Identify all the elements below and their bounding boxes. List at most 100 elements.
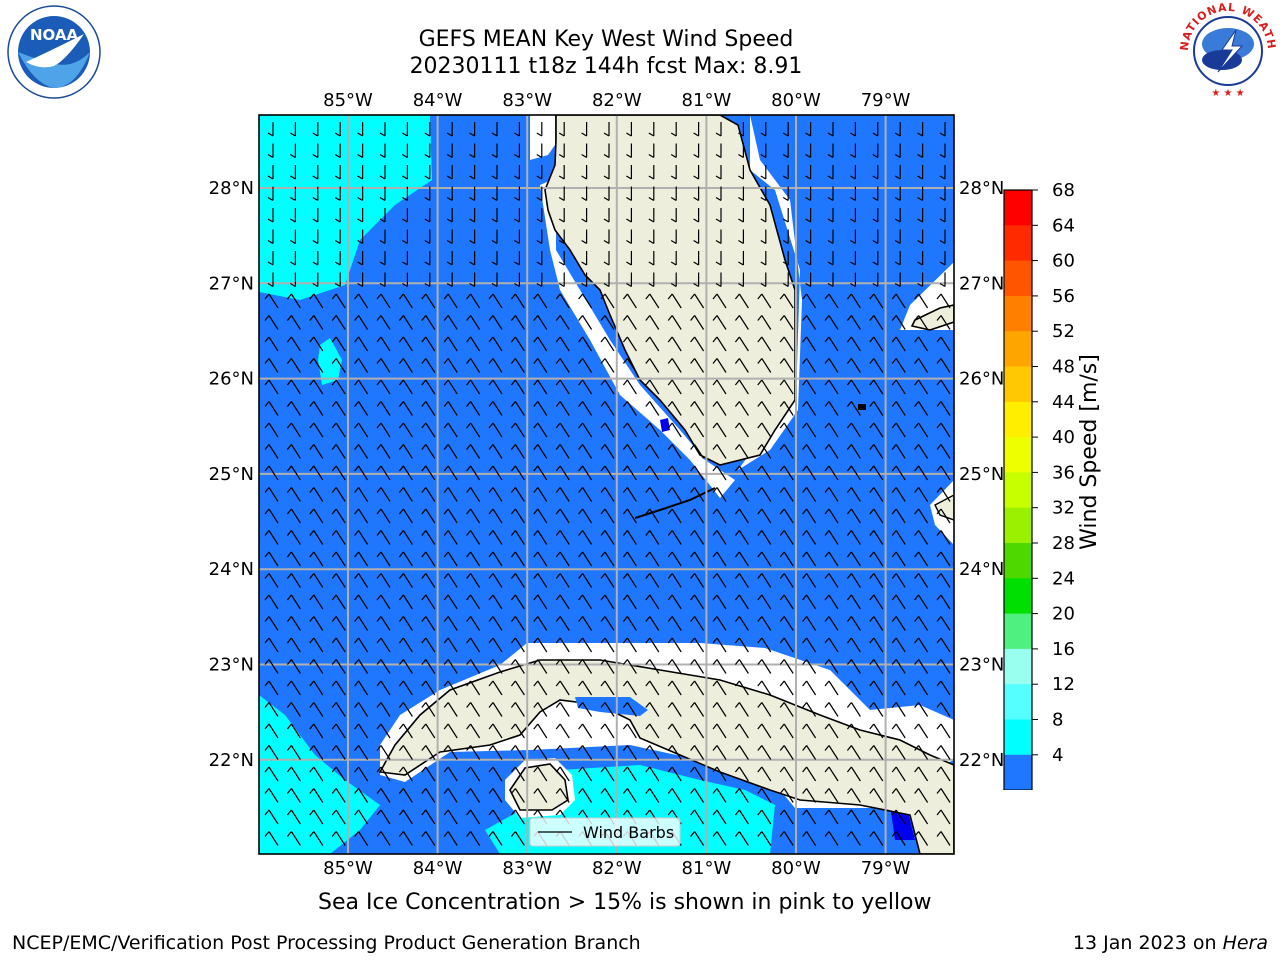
wind-barb [869, 659, 884, 674]
wind-barb [936, 723, 951, 739]
wind-barb [466, 702, 481, 717]
wind-barb [712, 551, 727, 567]
wind-barb [757, 594, 772, 610]
wind-barb [917, 122, 924, 137]
wind-barb [578, 401, 593, 416]
wind-barb [488, 487, 503, 502]
wind-barb [712, 788, 727, 803]
wind-barb [667, 422, 682, 438]
wind-barb [398, 788, 413, 803]
wind-barb [581, 122, 588, 137]
lat-label-left: 25°N [209, 464, 254, 485]
wind-barb [555, 594, 570, 610]
wind-barb [267, 251, 274, 266]
wind-barb [846, 831, 861, 846]
wind-barb [846, 487, 861, 502]
wind-barb [354, 315, 369, 330]
wind-barb [286, 401, 301, 416]
wind-barb [872, 251, 879, 266]
wind-barb [734, 358, 749, 373]
wind-barb [555, 788, 570, 803]
wind-barb [555, 616, 570, 631]
wind-barb [357, 143, 364, 159]
wind-barb [488, 358, 503, 373]
wind-barb [645, 422, 660, 438]
wind-barb [376, 745, 391, 760]
wind-barb [286, 809, 301, 825]
wind-barb [690, 809, 705, 825]
wind-barb [555, 680, 570, 696]
wind-barb [622, 487, 637, 502]
wind-barb [290, 186, 296, 202]
wind-barb [827, 251, 834, 266]
wind-barb [648, 165, 655, 180]
wind-barb [510, 680, 525, 696]
wind-barb [421, 594, 436, 610]
wind-barb [491, 186, 498, 202]
wind-barb [555, 723, 570, 739]
wind-barb [286, 444, 301, 459]
colorbar-segment [1004, 543, 1032, 579]
wind-barb [312, 165, 319, 180]
wind-barb [626, 143, 632, 159]
wind-barb [264, 659, 279, 674]
lon-label-bottom: 83°W [502, 858, 552, 879]
wind-barb [757, 766, 772, 782]
wind-barb [712, 336, 727, 352]
wind-barb [600, 401, 615, 416]
wind-barb [869, 336, 884, 352]
wind-barb [802, 293, 817, 309]
wind-barb [936, 551, 951, 567]
wind-barb [533, 659, 548, 674]
wind-barb [510, 422, 525, 438]
wind-barb [894, 208, 901, 223]
wind-barb [846, 702, 861, 717]
wind-barb [734, 637, 749, 653]
wind-barb [600, 465, 615, 481]
wind-barb [802, 659, 817, 674]
wind-barb [667, 659, 682, 674]
wind-barb [645, 637, 660, 653]
wind-barb [354, 551, 369, 567]
wind-barb [622, 508, 637, 524]
wind-barb [734, 401, 749, 416]
colorbar-segment [1004, 225, 1032, 262]
colorbar-segment [1004, 401, 1032, 438]
wind-barb [309, 444, 324, 459]
wind-barb [488, 616, 503, 631]
wind-barb [376, 551, 391, 567]
wind-barb [402, 122, 408, 137]
wind-barb [603, 208, 610, 223]
wind-barb [466, 637, 481, 653]
wind-barb [936, 379, 951, 395]
wind-barb [757, 573, 772, 588]
wind-barb [802, 788, 817, 803]
chart-subtitle: 20230111 t18z 144h fcst Max: 8.91 [409, 54, 803, 79]
wind-barb [917, 208, 924, 223]
wind-barb [488, 508, 503, 524]
wind-barb [600, 358, 615, 373]
wind-barb [891, 422, 906, 438]
wind-barb [376, 788, 391, 803]
wind-barb [670, 208, 677, 223]
wind-barb [846, 616, 861, 631]
wind-barb [331, 401, 346, 416]
wind-barb [443, 293, 458, 309]
wind-barb [802, 401, 817, 416]
wind-barb [469, 186, 476, 202]
wind-barb [443, 379, 458, 395]
wind-barb [354, 508, 369, 524]
wind-barb [802, 465, 817, 481]
wind-barb [805, 229, 812, 245]
wind-barb [286, 315, 301, 330]
wind-barb [264, 487, 279, 502]
wind-barb [914, 530, 929, 545]
lat-label-right: 24°N [959, 559, 1004, 580]
wind-barb [331, 379, 346, 395]
wind-barb [891, 745, 906, 760]
wind-barb [917, 251, 924, 266]
wind-barb [622, 788, 637, 803]
wind-barb [869, 379, 884, 395]
wind-barb [424, 186, 431, 202]
wind-barb [466, 573, 481, 588]
